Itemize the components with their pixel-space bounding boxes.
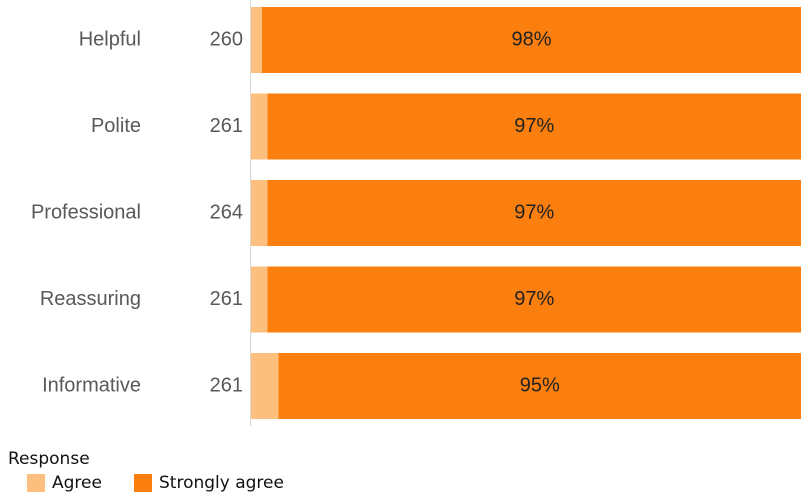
legend-swatch — [134, 474, 152, 492]
count-label: 260 — [210, 28, 243, 50]
bar-segment — [251, 353, 279, 419]
bar-segment — [267, 180, 801, 246]
value-label: 97% — [514, 288, 554, 310]
legend-label: Strongly agree — [159, 473, 284, 493]
bar-segment — [251, 266, 268, 333]
value-label: 98% — [511, 28, 551, 50]
legend-label: Agree — [52, 473, 102, 493]
bar-segment — [251, 7, 262, 73]
count-label: 261 — [210, 288, 243, 310]
category-label: Polite — [91, 115, 141, 137]
count-label: 261 — [210, 115, 243, 137]
category-label: Helpful — [79, 28, 141, 50]
legend-title: Response — [8, 449, 90, 469]
value-label: 95% — [520, 374, 560, 396]
value-label: 97% — [514, 201, 554, 223]
bar-segment — [267, 93, 801, 160]
bar-segment — [262, 7, 801, 73]
bar-segment — [278, 353, 801, 419]
category-label: Informative — [42, 374, 141, 396]
category-label: Reassuring — [40, 288, 141, 310]
count-label: 264 — [210, 201, 243, 223]
bar-segment — [267, 266, 801, 333]
value-label: 97% — [514, 115, 554, 137]
legend-swatch — [27, 474, 45, 492]
count-label: 261 — [210, 374, 243, 396]
bar-segment — [251, 180, 268, 246]
bar-segment — [251, 93, 268, 160]
category-label: Professional — [31, 201, 141, 223]
